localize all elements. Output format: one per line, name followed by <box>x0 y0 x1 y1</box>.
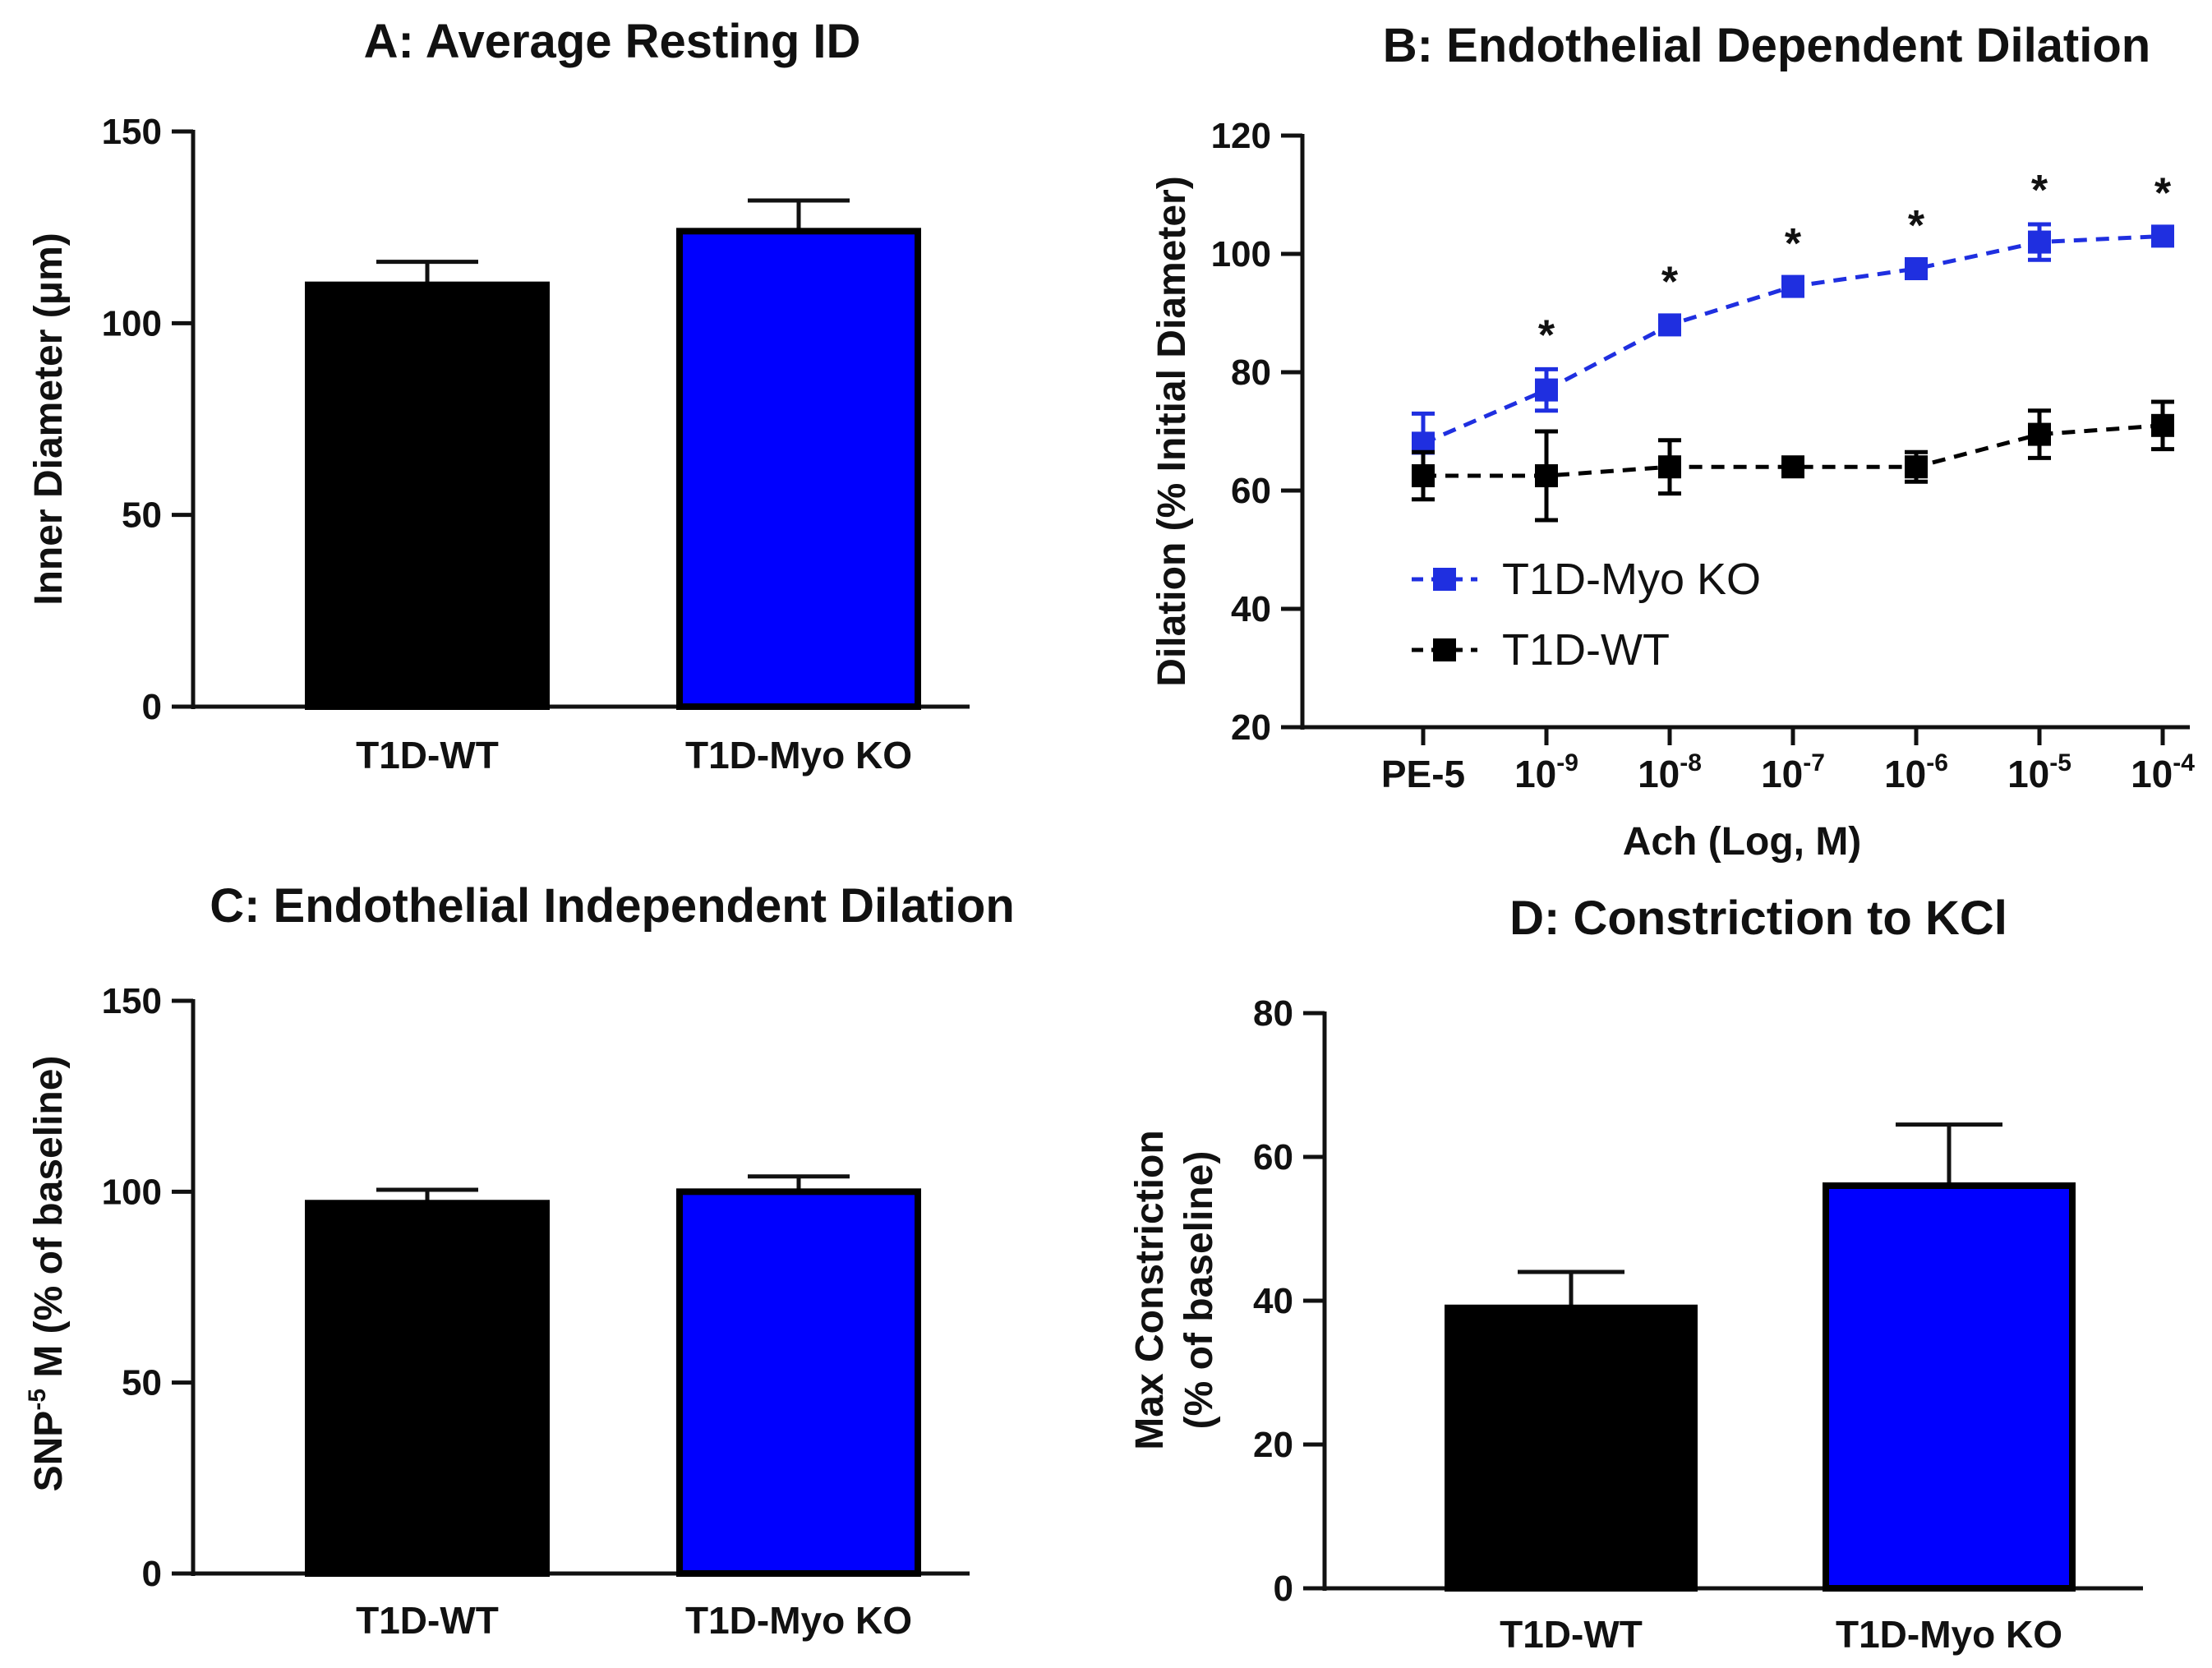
series-1 <box>1412 399 2174 523</box>
significance-marker: * <box>2154 170 2172 218</box>
panel-c: C: Endothelial Independent Dilation 0 50 10… <box>24 879 1015 1642</box>
x-tick-label: 10-8 <box>1638 749 1702 795</box>
chart-title: C: Endothelial Independent Dilation <box>210 879 1015 933</box>
legend-marker <box>1433 638 1456 661</box>
x-category-label: T1D-WT <box>1500 1613 1643 1656</box>
data-point <box>1658 313 1681 337</box>
y-tick-label: 20 <box>1253 1425 1293 1465</box>
bar <box>1445 1304 1698 1592</box>
legend-label: T1D-Myo KO <box>1502 555 1761 604</box>
bar <box>676 228 921 711</box>
y-tick-label: 120 <box>1211 116 1271 156</box>
y-tick-label: 150 <box>102 112 162 152</box>
panel-b: B: Endothelial Dependent Dilation 20 40 60 8… <box>1150 19 2195 864</box>
y-axis-label: Dilation (% Initial Diameter) <box>1150 176 1194 686</box>
x-tick-label: PE-5 <box>1381 753 1465 795</box>
x-tick-label: 10-9 <box>1514 749 1578 795</box>
y-tick-label: 0 <box>142 1554 162 1594</box>
y-tick-label: 100 <box>102 303 162 343</box>
y-tick-label: 100 <box>1211 234 1271 274</box>
x-tick-label: 10-6 <box>1884 749 1948 795</box>
legend-marker <box>1433 568 1456 591</box>
x-category-label: T1D-Myo KO <box>685 734 912 776</box>
data-point <box>2151 413 2174 437</box>
bar <box>305 281 550 710</box>
y-tick-label: 80 <box>1253 993 1293 1034</box>
y-axis-label-line: Max Constriction <box>1128 1130 1172 1449</box>
data-point <box>1781 274 1804 298</box>
data-point <box>1905 257 1928 280</box>
y-axis-label: SNP-5 M (% of baseline) <box>24 1056 71 1492</box>
significance-marker: * <box>1661 259 1679 306</box>
y-axis-label: Inner Diameter (μm) <box>27 233 71 605</box>
data-point <box>1535 464 1558 487</box>
y-tick-label: 40 <box>1253 1281 1293 1321</box>
data-point <box>2151 224 2174 248</box>
bar <box>305 1200 550 1577</box>
x-tick-label: 10-4 <box>2131 749 2195 795</box>
y-tick-label: 50 <box>122 495 162 536</box>
y-axis-label-line: (% of baseline) <box>1177 1151 1221 1430</box>
x-category-label: T1D-WT <box>356 734 499 776</box>
series-0 <box>1412 222 2174 475</box>
data-point <box>1412 464 1435 487</box>
data-point <box>2028 422 2051 446</box>
y-tick-label: 150 <box>102 981 162 1021</box>
data-point <box>1535 378 1558 402</box>
y-tick-label: 40 <box>1231 589 1271 629</box>
significance-marker: * <box>1538 311 1555 359</box>
data-point <box>1781 455 1804 479</box>
chart-title: D: Constriction to KCl <box>1509 892 2007 945</box>
y-tick-label: 60 <box>1253 1137 1293 1177</box>
panel-d: D: Constriction to KCl 0 20 40 60 80 T1D-WT T1D… <box>1128 892 2143 1656</box>
x-axis-label: Ach (Log, M) <box>1623 820 1862 864</box>
y-tick-label: 100 <box>102 1172 162 1212</box>
significance-marker: * <box>1908 202 1925 250</box>
data-point <box>1905 455 1928 479</box>
data-point <box>1658 455 1681 479</box>
bar <box>676 1188 921 1578</box>
y-tick-label: 20 <box>1231 707 1271 748</box>
bar <box>1823 1182 2076 1592</box>
chart-title: B: Endothelial Dependent Dilation <box>1383 19 2150 72</box>
data-point <box>2028 230 2051 254</box>
x-category-label: T1D-Myo KO <box>685 1599 912 1642</box>
x-category-label: T1D-WT <box>356 1599 499 1642</box>
y-tick-label: 80 <box>1231 352 1271 393</box>
panel-a: A: Average Resting ID 0 50 100 150 T1D-WT T1D-… <box>27 15 970 776</box>
y-tick-label: 0 <box>142 687 162 727</box>
significance-marker: * <box>1785 220 1802 268</box>
x-tick-label: 10-5 <box>2007 749 2071 795</box>
x-tick-label: 10-7 <box>1761 749 1825 795</box>
y-tick-label: 60 <box>1231 471 1271 511</box>
x-category-label: T1D-Myo KO <box>1836 1613 2062 1656</box>
chart-title: A: Average Resting ID <box>364 15 861 68</box>
significance-marker: * <box>2031 167 2048 214</box>
y-tick-label: 0 <box>1274 1569 1293 1609</box>
legend-label: T1D-WT <box>1502 625 1670 675</box>
y-tick-label: 50 <box>122 1363 162 1403</box>
